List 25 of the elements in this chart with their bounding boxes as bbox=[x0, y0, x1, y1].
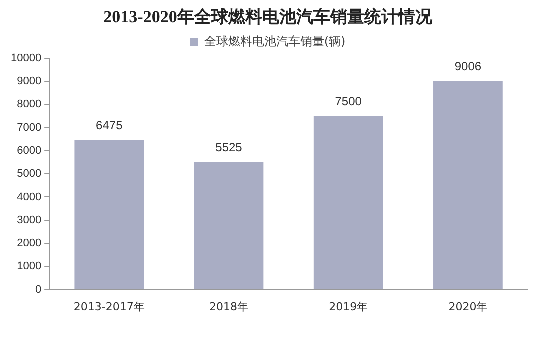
x-tick-label: 2020年 bbox=[448, 300, 488, 314]
x-tick-label: 2013-2017年 bbox=[74, 300, 145, 314]
y-tick-label: 0 bbox=[35, 284, 42, 296]
y-tick-label: 9000 bbox=[17, 76, 42, 88]
y-tick-label: 8000 bbox=[17, 98, 42, 111]
y-tick-label: 10000 bbox=[10, 52, 42, 64]
y-tick-label: 1000 bbox=[17, 260, 42, 273]
y-tick-label: 4000 bbox=[17, 191, 42, 204]
data-label: 5525 bbox=[216, 140, 243, 154]
legend-label: 全球燃料电池汽车销量(辆) bbox=[204, 34, 346, 49]
y-tick-label: 7000 bbox=[17, 122, 42, 134]
x-tick-label: 2019年 bbox=[329, 300, 368, 314]
bar bbox=[434, 81, 503, 290]
bar bbox=[194, 162, 264, 290]
data-label: 6475 bbox=[96, 118, 124, 132]
y-tick-label: 5000 bbox=[17, 168, 42, 180]
data-label: 9006 bbox=[454, 60, 482, 74]
bar bbox=[314, 116, 384, 290]
y-tick-label: 3000 bbox=[17, 214, 42, 226]
bar bbox=[74, 140, 144, 290]
x-tick-label: 2018年 bbox=[209, 300, 248, 314]
data-label: 7500 bbox=[335, 94, 362, 109]
chart-title: 2013-2020年全球燃料电池汽车销量统计情况 bbox=[104, 8, 434, 27]
y-tick-label: 2000 bbox=[17, 238, 42, 250]
y-tick-label: 6000 bbox=[17, 144, 42, 157]
